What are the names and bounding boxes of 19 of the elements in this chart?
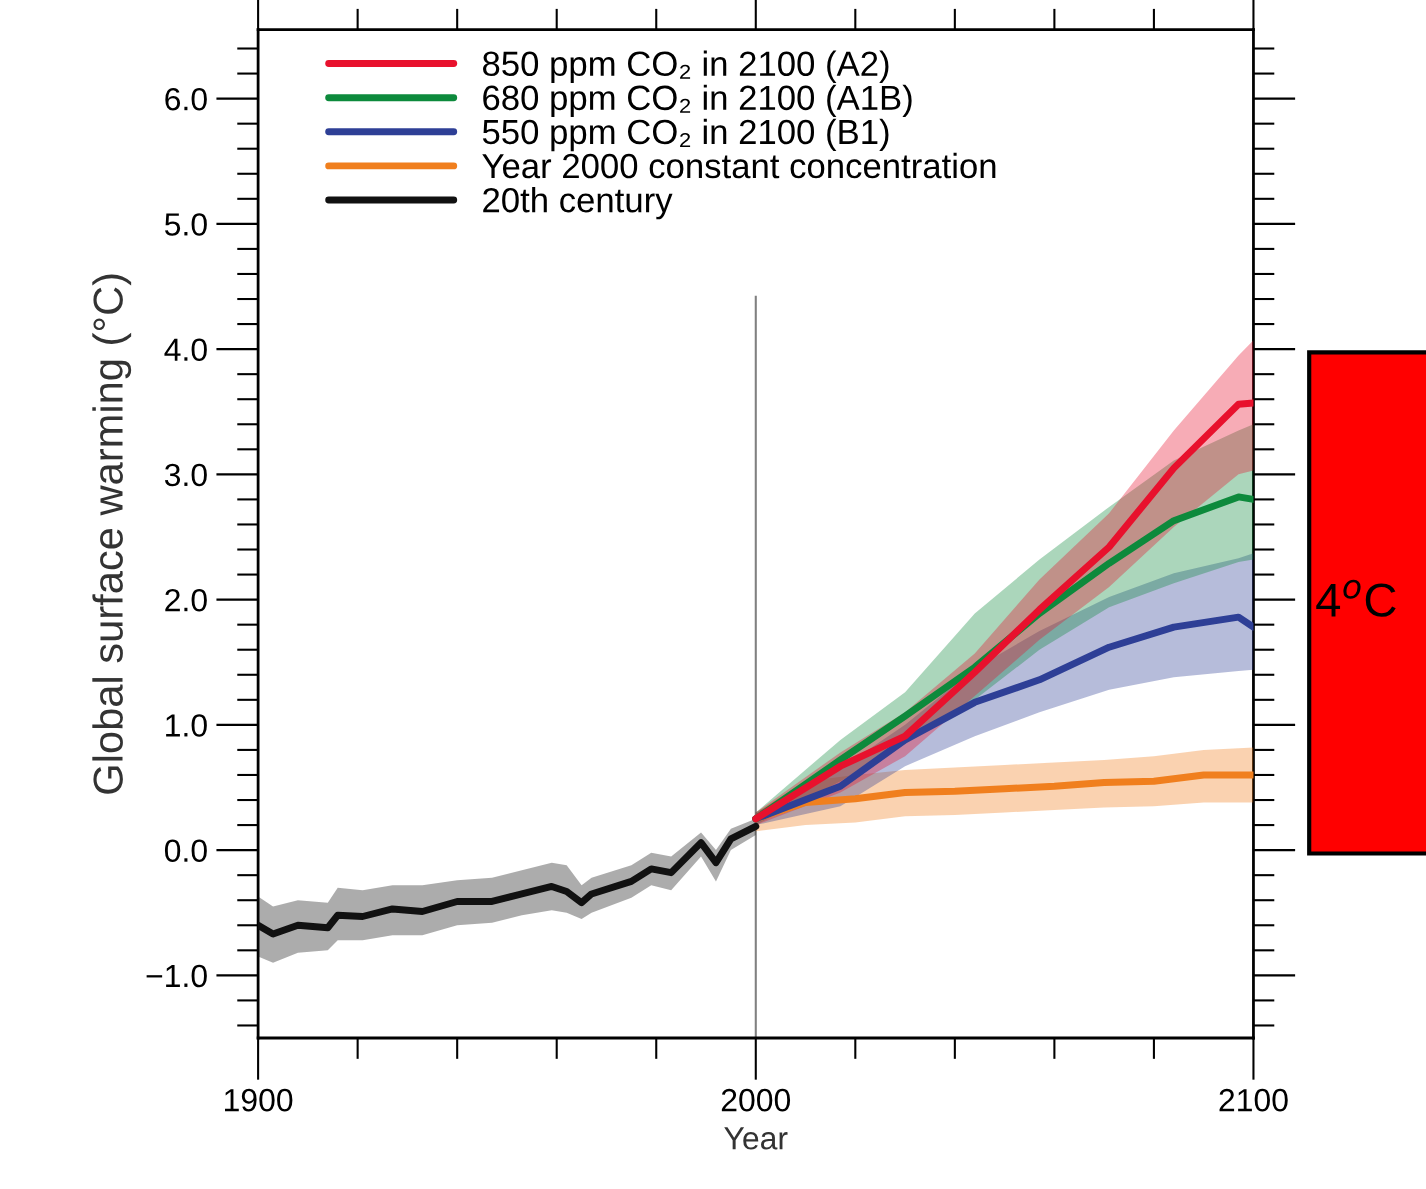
x-tick-label: 2000 bbox=[721, 1088, 791, 1112]
y-tick-label: 2.0 bbox=[165, 588, 207, 612]
y-tick-label: 1.0 bbox=[166, 714, 207, 737]
legend-label: Year 2000 constant concentration bbox=[482, 152, 996, 179]
legend-label: 550 ppm CO₂ in 2100 (B1) bbox=[482, 118, 889, 152]
x-tick-label: 2100 bbox=[1219, 1088, 1288, 1112]
y-tick-label: 5.0 bbox=[164, 213, 207, 236]
x-axis-title: Year bbox=[724, 1127, 788, 1150]
y-tick-label: 6.0 bbox=[165, 87, 207, 111]
x-tick-label: 1900 bbox=[225, 1088, 293, 1112]
legend-label: 680 ppm CO₂ in 2100 (A1B) bbox=[483, 84, 912, 118]
y-tick-label: −1.0 bbox=[146, 964, 207, 988]
y-tick-label: 3.0 bbox=[164, 463, 207, 487]
y-tick-label: 4.0 bbox=[164, 338, 207, 361]
legend-label: 850 ppm CO₂ in 2100 (A2) bbox=[482, 50, 889, 83]
text: 4$^{o}$C bbox=[1316, 579, 1396, 617]
y-axis-title: Global surface warming (°C) bbox=[92, 274, 132, 794]
y-tick-label: 0.0 bbox=[164, 839, 207, 863]
legend-label: 20th century bbox=[483, 186, 673, 220]
